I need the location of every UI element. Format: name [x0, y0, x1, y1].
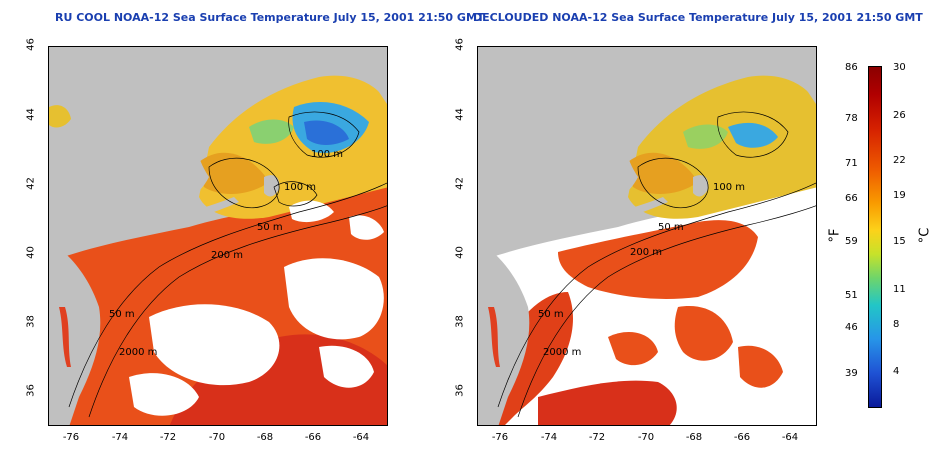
right-contour-label-2000m: 2000 m	[543, 347, 582, 358]
colorbar-c-19: 19	[893, 190, 906, 201]
left-lon-74: -74	[111, 432, 129, 443]
colorbar-c-22: 22	[893, 155, 906, 166]
right-lon-66: -66	[733, 432, 751, 443]
left-lat-44: 44	[25, 108, 37, 121]
colorbar-f-78: 78	[845, 113, 858, 124]
left-lon-68: -68	[256, 432, 274, 443]
left-contour-label-50m-b: 50 m	[109, 309, 135, 320]
right-contour-label-100m: 100 m	[713, 182, 746, 193]
left-lon-66: -66	[304, 432, 322, 443]
left-lon-76: -76	[62, 432, 80, 443]
right-contour-label-50m-a: 50 m	[658, 222, 684, 233]
left-contour-label-100m-a: 100 m	[311, 149, 344, 160]
left-sst-map: 100 m 100 m 50 m 200 m 50 m 2000 m	[48, 46, 388, 426]
right-lon-74: -74	[540, 432, 558, 443]
right-lat-40: 40	[454, 246, 466, 259]
colorbar-f-66: 66	[845, 193, 858, 204]
right-lat-44: 44	[454, 108, 466, 121]
right-lon-70: -70	[637, 432, 655, 443]
colorbar-f-71: 71	[845, 158, 858, 169]
left-lon-72: -72	[159, 432, 177, 443]
right-contour-label-200m: 200 m	[630, 247, 663, 258]
colorbar-c-11: 11	[893, 284, 906, 295]
left-lon-64: -64	[352, 432, 370, 443]
colorbar-f-86: 86	[845, 62, 858, 73]
right-lat-42: 42	[454, 177, 466, 190]
left-contour-label-50m-a: 50 m	[257, 222, 283, 233]
left-lat-40: 40	[25, 246, 37, 259]
left-contour-label-200m: 200 m	[211, 250, 244, 261]
left-lat-46: 46	[25, 38, 37, 51]
colorbar-f-59: 59	[845, 236, 858, 247]
colorbar-f-39: 39	[845, 368, 858, 379]
left-lat-36: 36	[25, 384, 37, 397]
right-lat-38: 38	[454, 315, 466, 328]
right-lon-76: -76	[491, 432, 509, 443]
right-map-title: DECLOUDED NOAA-12 Sea Surface Temperatur…	[473, 11, 923, 24]
colorbar-c-15: 15	[893, 236, 906, 247]
right-sst-image	[478, 47, 816, 425]
colorbar-f-46: 46	[845, 322, 858, 333]
colorbar-c-8: 8	[893, 319, 900, 330]
right-sst-map: 100 m 50 m 200 m 50 m 2000 m	[477, 46, 817, 426]
colorbar-f-51: 51	[845, 290, 858, 301]
colorbar-c-26: 26	[893, 110, 906, 121]
left-lon-70: -70	[208, 432, 226, 443]
right-contour-label-50m-b: 50 m	[538, 309, 564, 320]
right-lon-64: -64	[781, 432, 799, 443]
left-lat-42: 42	[25, 177, 37, 190]
right-lon-68: -68	[685, 432, 703, 443]
left-contour-label-100m-b: 100 m	[284, 182, 317, 193]
colorbar-c-30: 30	[893, 62, 906, 73]
left-sst-image	[49, 47, 387, 425]
right-lat-46: 46	[454, 38, 466, 51]
colorbar-fahrenheit-unit: °F	[827, 228, 843, 243]
left-contour-label-2000m: 2000 m	[119, 347, 158, 358]
colorbar-celsius-unit: °C	[917, 227, 933, 244]
left-map-title: RU COOL NOAA-12 Sea Surface Temperature …	[55, 11, 485, 24]
right-lat-36: 36	[454, 384, 466, 397]
temperature-colorbar	[868, 66, 882, 408]
right-lon-72: -72	[588, 432, 606, 443]
left-lat-38: 38	[25, 315, 37, 328]
colorbar-c-4: 4	[893, 366, 900, 377]
